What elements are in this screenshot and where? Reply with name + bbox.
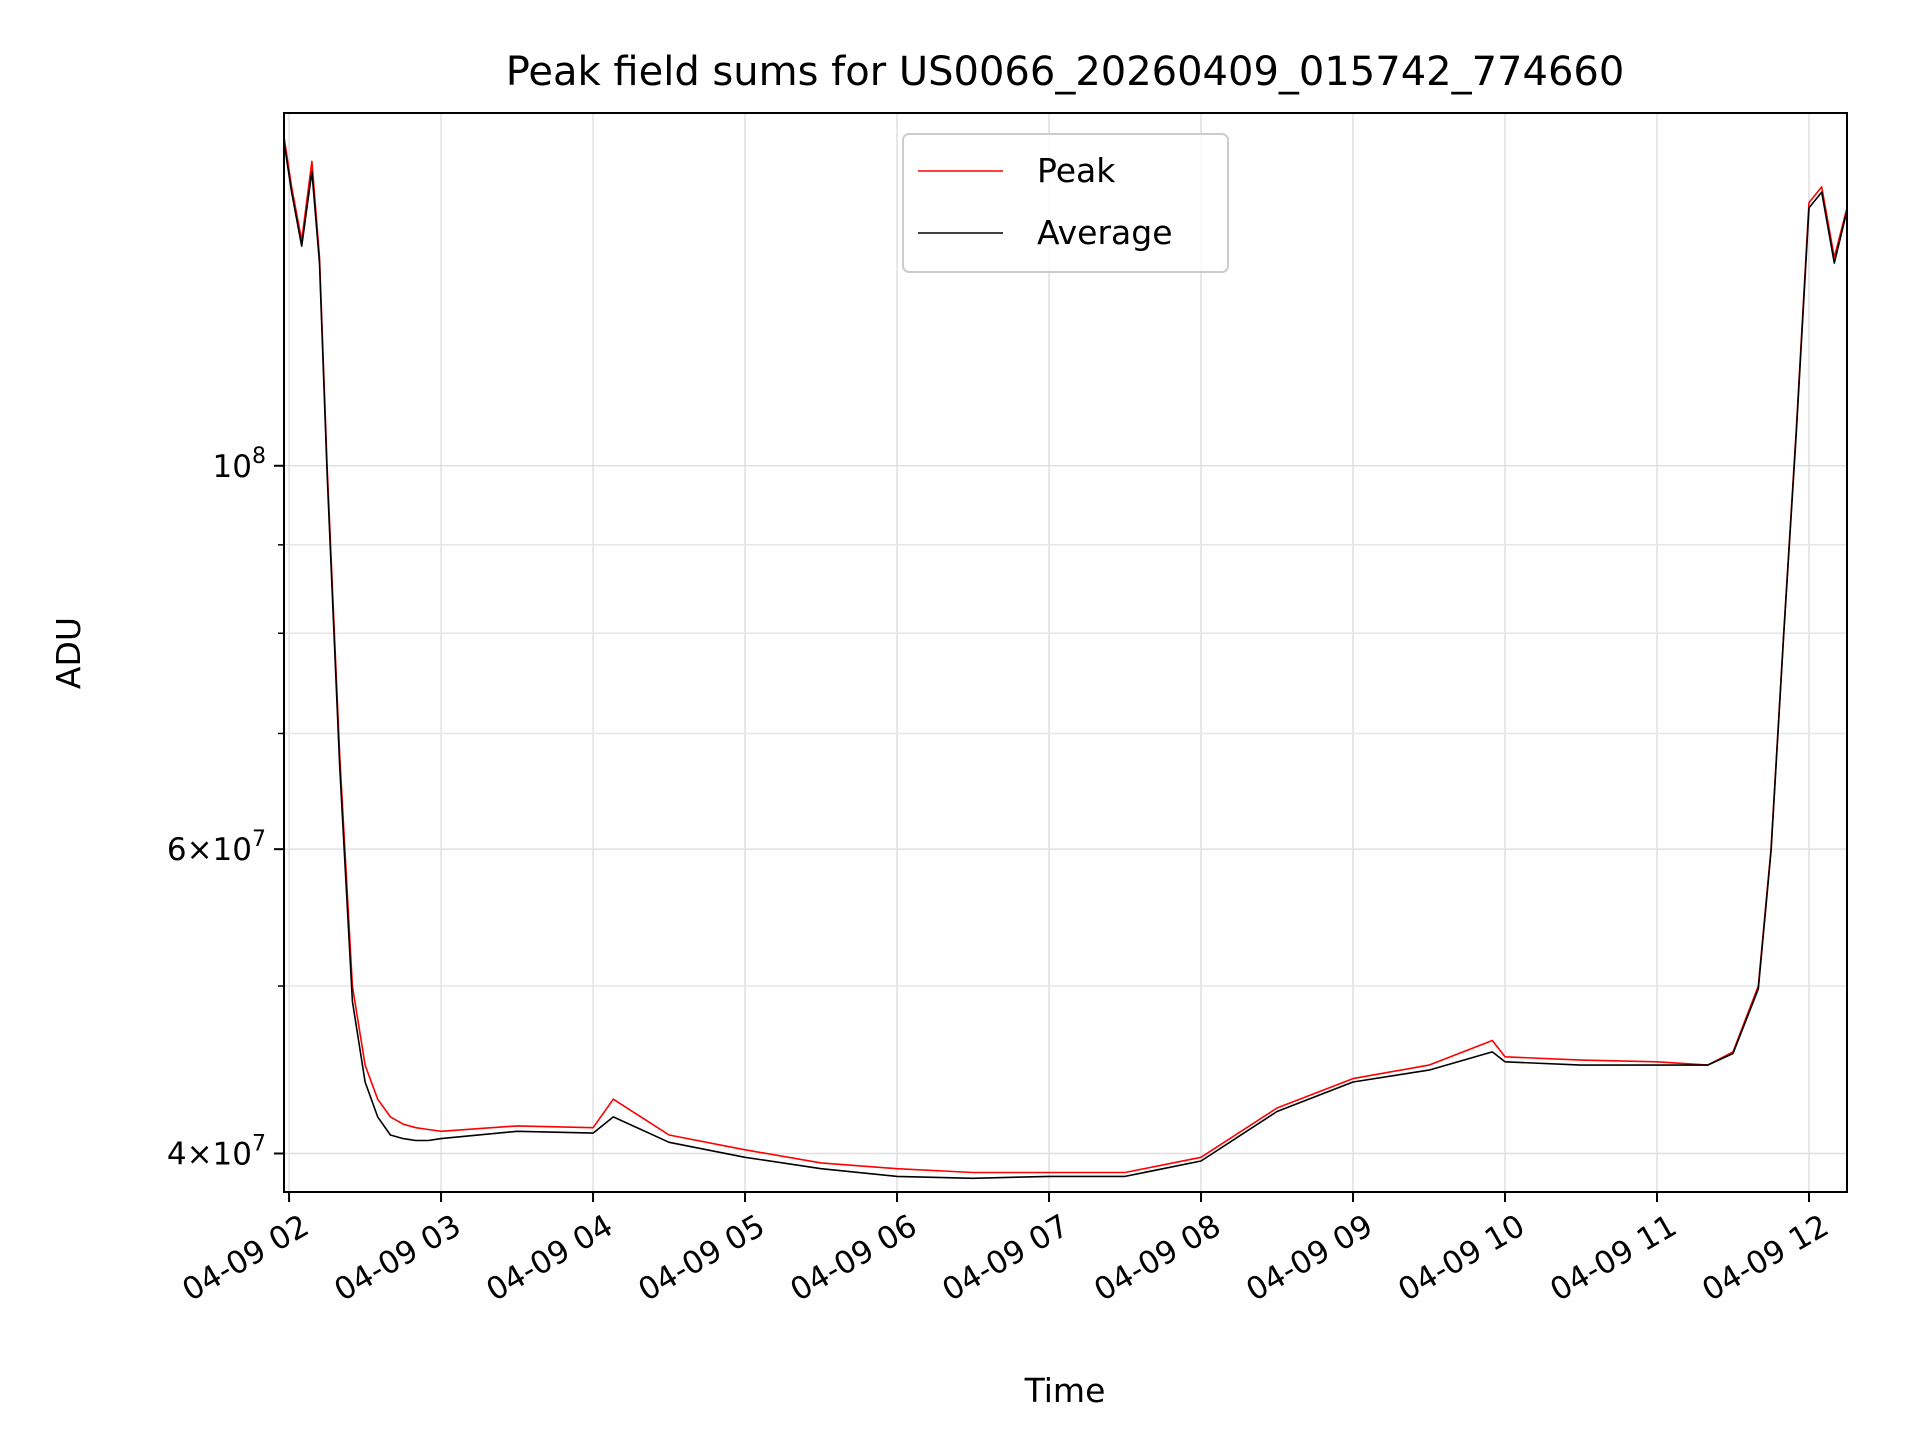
series-layer bbox=[284, 136, 1847, 1180]
legend: Peak Average bbox=[902, 133, 1229, 273]
legend-box bbox=[902, 133, 1229, 273]
legend-label-average: Average bbox=[1037, 213, 1173, 252]
y-tick-label: 6×107 bbox=[167, 827, 266, 868]
series-line-average bbox=[284, 141, 1847, 1180]
y-axis-label: ADU bbox=[49, 617, 88, 689]
legend-label-peak: Peak bbox=[1037, 151, 1116, 190]
x-axis-label: Time bbox=[1024, 1371, 1106, 1410]
y-tick-label: 4×107 bbox=[167, 1132, 266, 1173]
chart-title: Peak field sums for US0066_20260409_0157… bbox=[506, 49, 1625, 95]
grid bbox=[284, 113, 1847, 1192]
plot-frame bbox=[283, 112, 1848, 1193]
